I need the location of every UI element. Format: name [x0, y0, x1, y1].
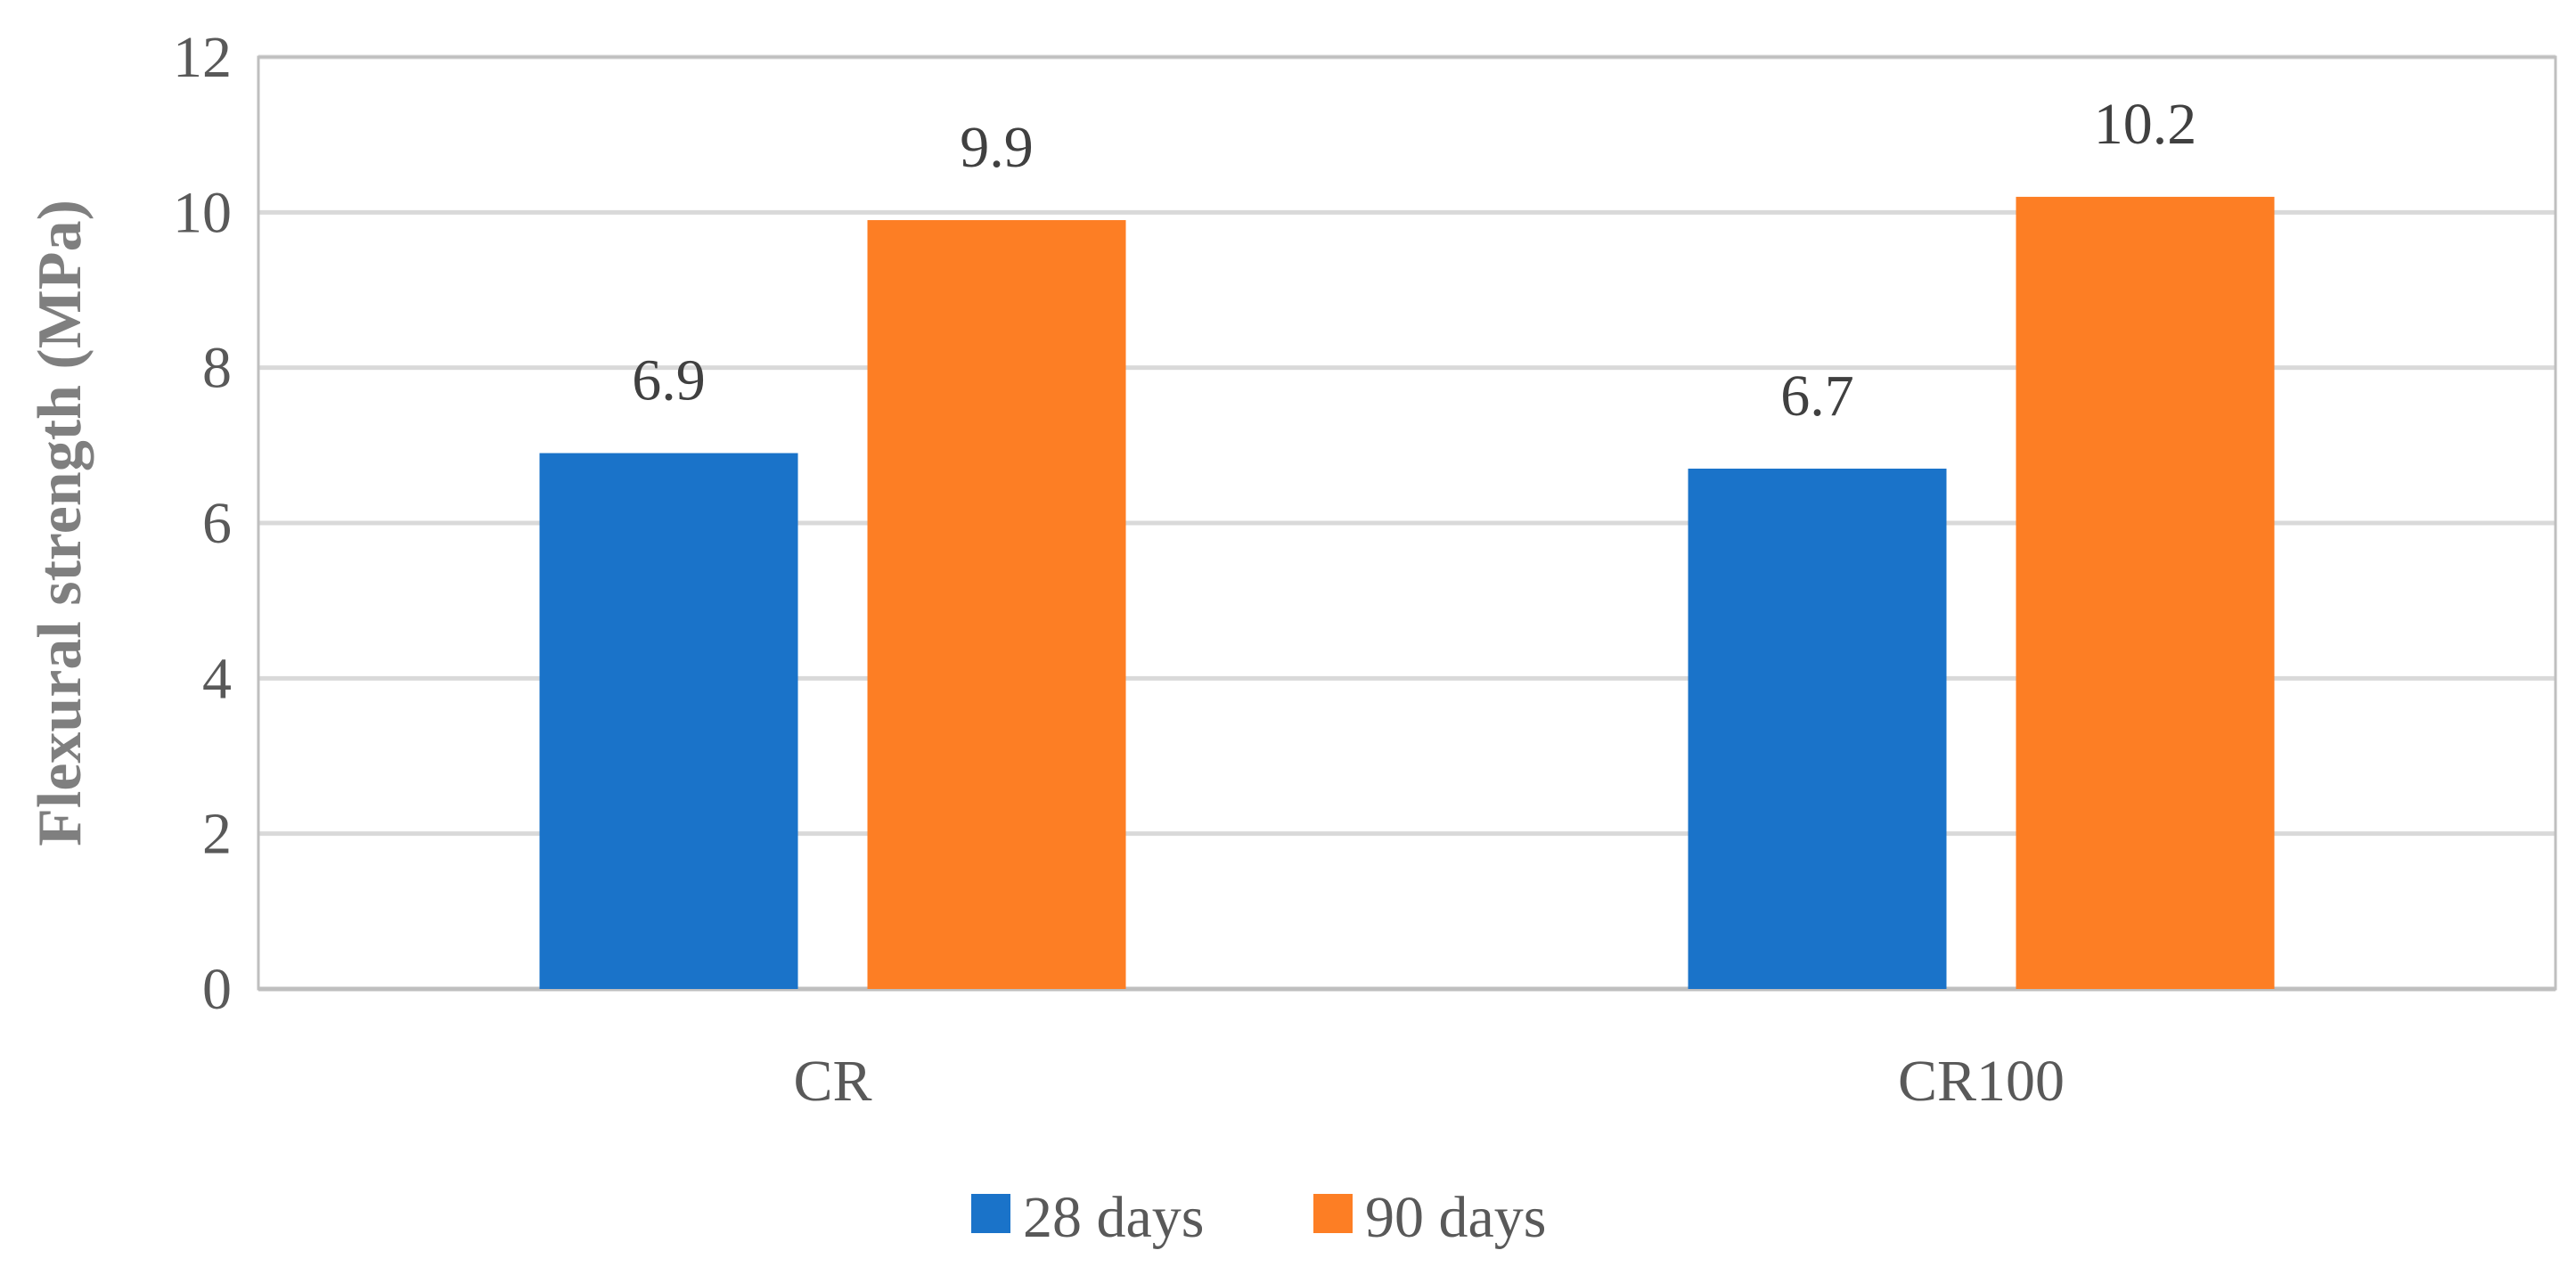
y-tick-label: 2	[202, 802, 232, 867]
y-tick-label: 8	[202, 336, 232, 401]
data-label: 6.7	[1780, 364, 1854, 429]
data-labels: 6.9 9.9 6.7 10.2	[632, 92, 2196, 429]
y-tick-label: 4	[202, 646, 232, 711]
x-category-label: CR	[793, 1049, 871, 1114]
y-tick-label: 10	[173, 180, 232, 245]
legend-swatch	[1313, 1194, 1353, 1233]
bar-cr100-90-days	[2016, 196, 2275, 989]
legend-label: 90 days	[1365, 1185, 1546, 1250]
x-category-label: CR100	[1898, 1049, 2065, 1114]
y-axis-title: Flexural strength (MPa)	[26, 200, 94, 846]
bars	[539, 196, 2275, 990]
y-tick-label: 6	[202, 491, 232, 556]
bar-cr-28-days	[539, 453, 798, 989]
data-label: 9.9	[960, 115, 1034, 180]
legend: 28 days 90 days	[971, 1185, 1546, 1250]
y-axis-ticks: 0 2 4 6 8 10 12	[173, 25, 232, 1022]
bar-cr-90-days	[867, 220, 1126, 990]
y-tick-label: 0	[202, 957, 232, 1022]
legend-swatch	[971, 1194, 1010, 1233]
data-label: 6.9	[632, 348, 706, 413]
plot-area-border	[257, 55, 2557, 991]
legend-label: 28 days	[1023, 1185, 1204, 1250]
x-axis-categories: CR CR100	[793, 1049, 2065, 1114]
bar-cr100-28-days	[1688, 468, 1947, 989]
data-label: 10.2	[2094, 92, 2197, 157]
y-tick-label: 12	[173, 25, 232, 90]
